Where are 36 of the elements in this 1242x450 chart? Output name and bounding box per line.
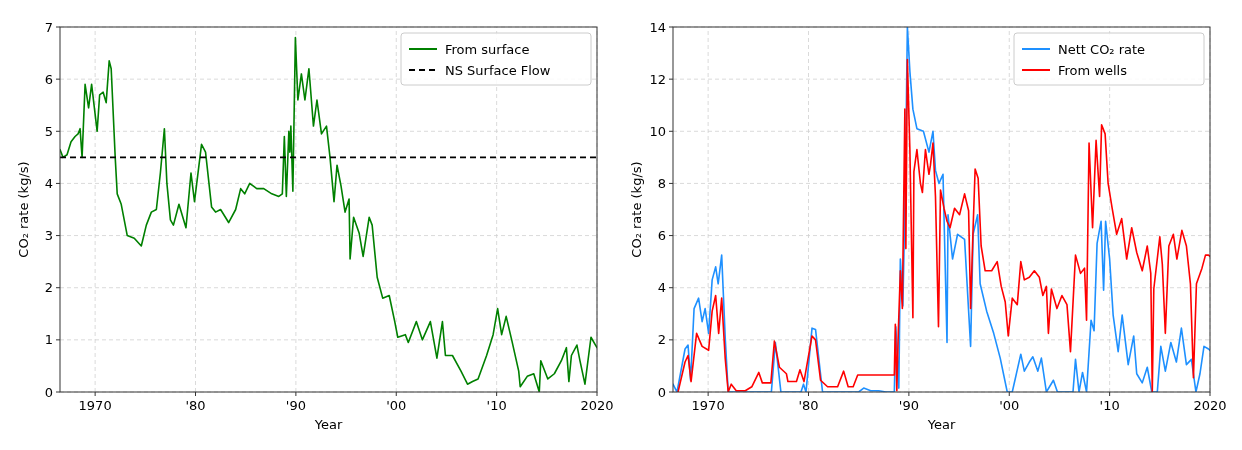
y-tick-label: 0 (44, 384, 53, 400)
y-axis-title: CO₂ rate (kg/s) (629, 161, 644, 258)
y-axis-title: CO₂ rate (kg/s) (16, 161, 31, 258)
x-tick-label: '00 (386, 398, 407, 413)
y-tick-label: 5 (44, 123, 53, 139)
y-tick-label: 6 (657, 228, 666, 244)
x-tick-label: 1970 (78, 398, 112, 413)
y-tick-label: 7 (44, 19, 53, 35)
legend-label: NS Surface Flow (445, 62, 551, 78)
legend-label: From wells (1058, 62, 1128, 78)
legend-label: From surface (445, 41, 530, 57)
y-tick-label: 6 (44, 71, 53, 87)
y-tick-label: 12 (649, 71, 666, 87)
x-axis-title: Year (926, 417, 956, 432)
y-tick-label: 3 (44, 228, 53, 244)
y-tick-label: 10 (649, 123, 666, 139)
x-tick-label: '10 (1099, 398, 1120, 413)
x-tick-label: '80 (185, 398, 206, 413)
x-tick-label: '00 (999, 398, 1020, 413)
x-tick-label: 1970 (691, 398, 725, 413)
x-tick-label: 2020 (580, 398, 614, 413)
x-tick-label: '90 (285, 398, 306, 413)
y-tick-label: 2 (44, 280, 53, 296)
x-tick-label: '90 (898, 398, 919, 413)
y-tick-label: 2 (657, 332, 666, 348)
legend-label: Nett CO₂ rate (1058, 41, 1146, 57)
x-tick-label: 2020 (1193, 398, 1227, 413)
x-tick-label: '10 (486, 398, 507, 413)
y-tick-label: 1 (44, 332, 53, 348)
y-tick-label: 4 (44, 175, 53, 191)
y-tick-label: 14 (649, 19, 666, 35)
x-axis-title: Year (313, 417, 343, 432)
x-tick-label: '80 (798, 398, 819, 413)
y-tick-label: 0 (657, 384, 666, 400)
y-tick-label: 8 (657, 175, 666, 191)
y-tick-label: 4 (657, 280, 666, 296)
